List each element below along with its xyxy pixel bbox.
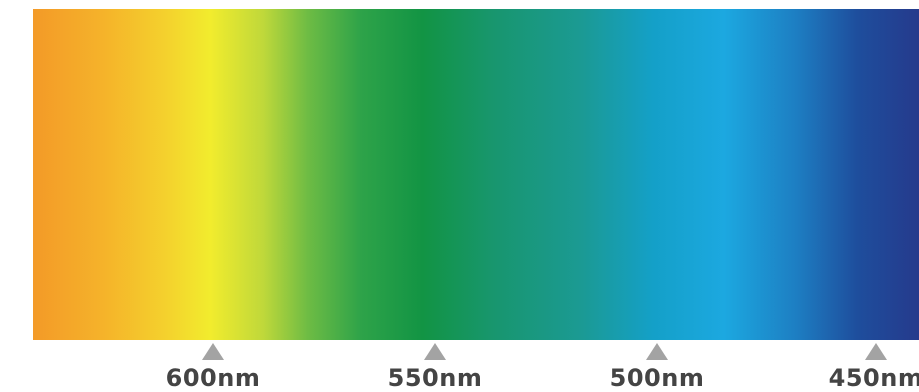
visible-light-spectrum-band bbox=[33, 9, 919, 340]
spectrum-gradient-svg bbox=[33, 9, 919, 340]
triangle-marker-icon bbox=[202, 343, 224, 360]
wavelength-label: 450nm bbox=[828, 364, 919, 392]
wavelength-label: 550nm bbox=[387, 364, 483, 392]
spectrum-gradient-rect bbox=[33, 9, 919, 340]
triangle-marker-icon bbox=[646, 343, 668, 360]
wavelength-label: 600nm bbox=[165, 364, 261, 392]
wavelength-label: 500nm bbox=[609, 364, 705, 392]
triangle-marker-icon bbox=[865, 343, 887, 360]
triangle-marker-icon bbox=[424, 343, 446, 360]
